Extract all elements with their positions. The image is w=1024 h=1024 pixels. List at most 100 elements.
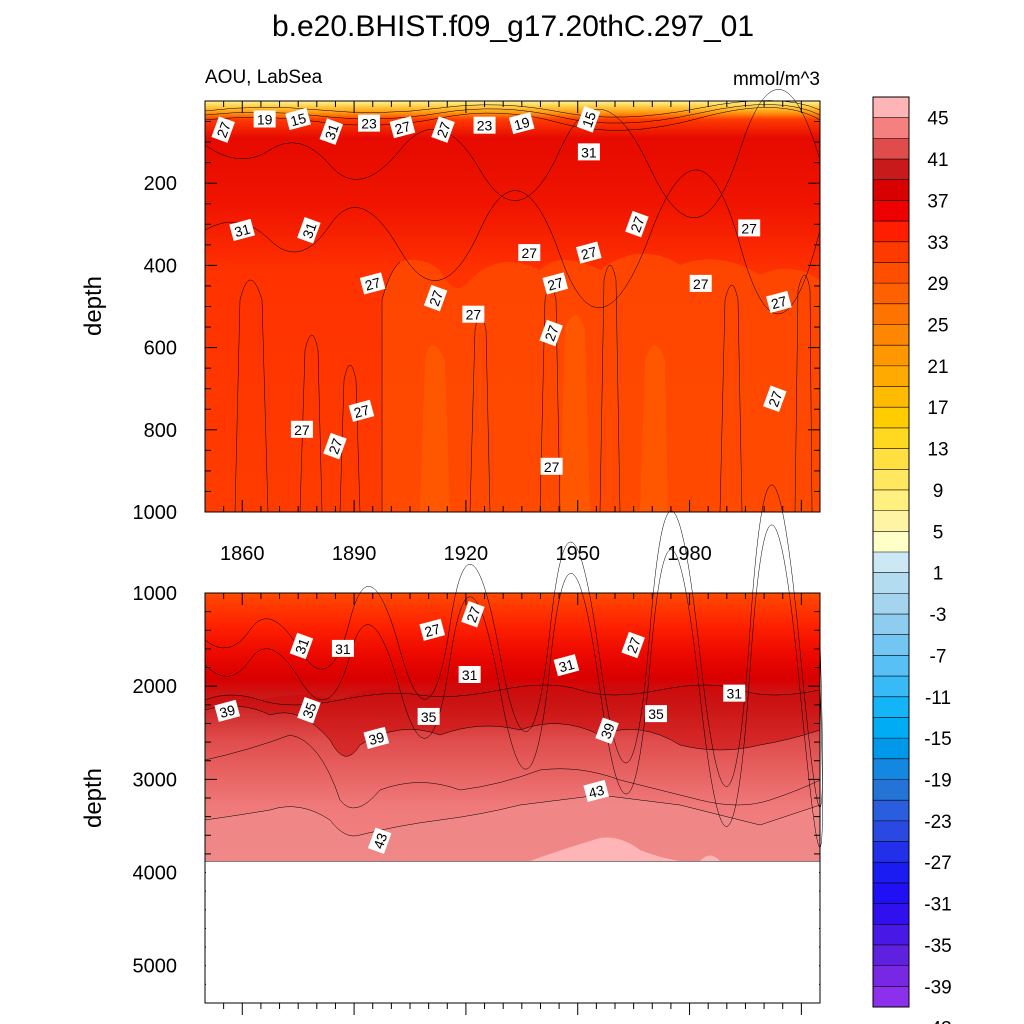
lower-palest-patch (530, 837, 720, 861)
colorbar-swatch (873, 179, 909, 201)
colorbar-swatch (873, 572, 909, 594)
contour-label: 27 (290, 420, 313, 438)
colorbar-label: -7 (930, 646, 947, 667)
colorbar-swatch (873, 489, 909, 511)
contour-label-text: 31 (726, 686, 742, 702)
contour-label: 27 (462, 305, 485, 323)
contour-label-text: 31 (299, 220, 319, 240)
contour-label-box (518, 244, 541, 262)
colorbar-swatch (873, 386, 909, 408)
contour-label-text: 39 (218, 702, 237, 722)
colorbar-swatch (873, 552, 909, 573)
contour-label-text: 27 (544, 459, 560, 475)
contour-label: 27 (389, 116, 416, 139)
contour-label-box (419, 618, 446, 641)
colorbar-label: -3 (930, 605, 947, 626)
contour-label: 27 (431, 116, 455, 143)
x-tick-label: 1920 (444, 543, 489, 565)
colorbar-swatch (873, 345, 909, 367)
contour-label: 27 (539, 319, 563, 347)
colorbar-swatch (873, 138, 909, 160)
contour-label-text: 35 (648, 706, 664, 722)
contour-label-box (508, 112, 535, 135)
colorbar-label: -11 (925, 688, 951, 709)
contour-label-text: 19 (257, 111, 273, 127)
contour-label: 43 (367, 827, 392, 854)
contour-label-box (331, 639, 354, 657)
colorbar-swatch (873, 862, 909, 884)
colorbar-label: 33 (927, 233, 948, 254)
x-tick-label: 1860 (220, 543, 265, 565)
colorbar-label: -15 (924, 729, 951, 750)
colorbar-swatch (873, 841, 909, 863)
contour-label: 31 (289, 632, 314, 660)
upper-y-tick-label: 400 (144, 255, 177, 277)
colorbar-swatch (873, 531, 909, 553)
contour-label-text: 43 (587, 782, 606, 802)
contour-label-text: 15 (579, 109, 599, 129)
contour-label-box (542, 272, 569, 295)
upper-y-tick-label: 800 (144, 420, 177, 442)
colorbar-label: 9 (933, 481, 944, 502)
colorbar-swatch (873, 97, 909, 118)
colorbar-label: 29 (927, 274, 948, 295)
contour-label: 27 (419, 618, 446, 641)
contour-label: 39 (595, 717, 619, 744)
figure-title: b.e20.BHIST.f09_g17.20thC.297_01 (272, 10, 754, 43)
upper-y-tick-label: 1000 (133, 502, 178, 524)
colorbar-swatch (873, 800, 909, 822)
colorbar-swatch (873, 655, 909, 677)
left-subtitle: AOU, LabSea (205, 67, 323, 88)
contour-label: 35 (417, 707, 440, 725)
upper-light-plumes (420, 315, 668, 512)
colorbar-swatch (873, 717, 909, 739)
contour-label: 23 (358, 114, 380, 132)
contour-label-text: 27 (546, 274, 565, 294)
contour-label-box (462, 305, 485, 323)
contour-label-text: 31 (233, 221, 252, 241)
colorbar-label: 45 (927, 109, 948, 130)
colorbar-swatch (873, 738, 909, 760)
colorbar-swatch (873, 614, 909, 636)
contour-label-text: 27 (363, 274, 382, 294)
contour-label-text: 31 (292, 636, 312, 656)
colorbar-label: 25 (927, 316, 948, 337)
contour-label-text: 27 (294, 422, 310, 438)
colorbar-label: 21 (927, 357, 948, 378)
contour-label: 39 (214, 699, 241, 722)
contour-label-box (473, 116, 496, 134)
contour-label-box (576, 106, 601, 133)
contour-label: 35 (645, 705, 667, 723)
colorbar-label: -39 (924, 977, 951, 998)
contour-label-text: 27 (521, 245, 537, 261)
contour-label-text: 27 (325, 436, 345, 456)
contour-label-text: 27 (426, 288, 446, 308)
lower-y-tick-label: 5000 (133, 956, 178, 978)
colorbar-swatch (873, 510, 909, 532)
contour-label-text: 27 (393, 118, 412, 138)
contour-label: 27 (540, 457, 563, 475)
colorbar-swatch (873, 407, 909, 429)
upper-y-axis-title: depth (80, 276, 107, 336)
contour-label-box (458, 666, 481, 683)
contour-label-box (297, 696, 321, 724)
upper-axis-ticks: 200 400 600 800 1000 1860 1890 1920 1950 1980 (133, 101, 820, 565)
contour-label: 27 (423, 284, 448, 312)
contour-label-box (229, 218, 255, 242)
contour-label-box (423, 284, 448, 312)
contour-label-text: 35 (421, 709, 437, 725)
contour-label: 27 (359, 272, 386, 295)
contour-label: 15 (576, 106, 601, 133)
contour-label-text: 35 (299, 700, 319, 720)
contour-label-text: 27 (466, 307, 482, 323)
contour-label-text: 39 (597, 721, 617, 741)
contour-label-box (290, 420, 313, 438)
colorbar-swatch (873, 903, 909, 925)
contour-label-text: 31 (462, 667, 478, 683)
colorbar-label: -31 (924, 895, 951, 916)
contour-label-text: 43 (370, 831, 390, 851)
colorbar-swatch (873, 262, 909, 284)
contour-label-text: 27 (769, 293, 788, 313)
